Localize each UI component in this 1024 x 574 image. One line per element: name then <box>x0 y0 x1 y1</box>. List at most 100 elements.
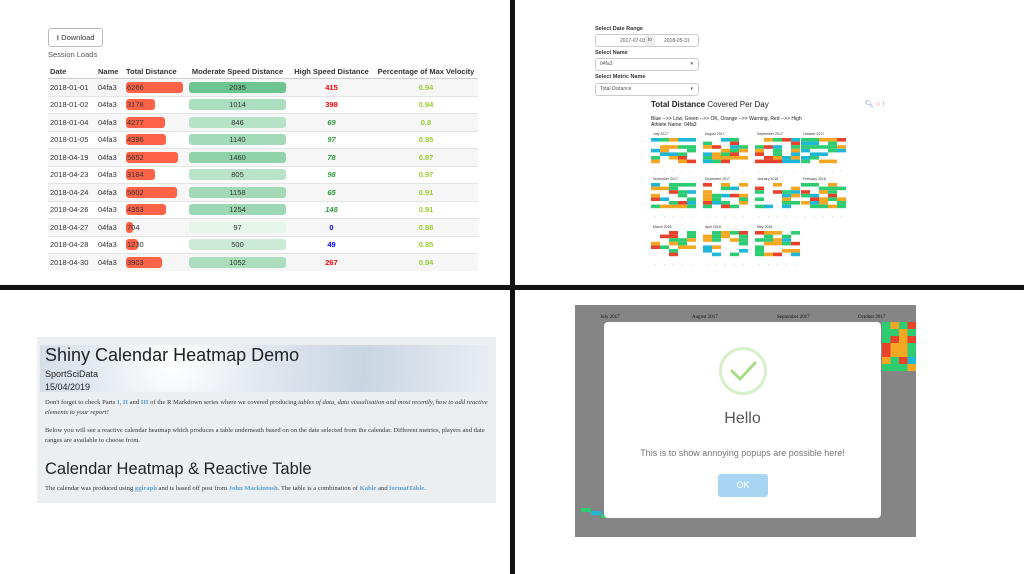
day-cell <box>669 145 678 149</box>
day-cell <box>703 204 712 209</box>
link[interactable]: I <box>116 399 120 406</box>
day-cell <box>712 231 721 235</box>
axis-tick: ‒ <box>830 170 834 174</box>
date-cell: 2018-04-23 <box>48 165 96 184</box>
date-cell: 2018-04-26 <box>48 200 96 219</box>
text: and <box>127 399 141 406</box>
month-label: February 2018 <box>803 177 826 181</box>
percentage-cell: 0.94 <box>374 253 478 271</box>
link[interactable]: John Mackintosh <box>228 485 278 492</box>
link[interactable]: Kable <box>359 485 377 492</box>
link[interactable]: III <box>140 399 149 406</box>
table-row: 2018-01-04 04fa3 4277 846 69 0.8 <box>48 113 478 131</box>
link[interactable]: ggiraph <box>134 485 157 492</box>
day-cell <box>828 190 837 194</box>
date-start: 2017-07-03 <box>620 38 646 44</box>
name-cell: 04fa3 <box>96 253 124 271</box>
day-cell <box>764 156 773 160</box>
text: Don't forget to check Parts <box>45 399 117 406</box>
day-cell <box>828 159 837 164</box>
ok-button[interactable]: OK <box>718 474 768 497</box>
day-cell <box>791 231 800 235</box>
day-cell <box>764 204 773 209</box>
day-cell <box>712 252 721 257</box>
day-cell <box>669 231 678 235</box>
day-cell <box>712 156 721 160</box>
moderate-bar: 1052 <box>189 256 286 268</box>
axis-tick: ‒ <box>812 170 816 174</box>
date: 15/04/2019 <box>45 382 91 392</box>
day-cell <box>712 159 721 164</box>
date-range-input[interactable]: 2017-07-03 to 2018-05-31 <box>595 34 699 47</box>
name-cell: 04fa3 <box>96 218 124 236</box>
total-cell: 5652 <box>124 148 186 166</box>
day-cell <box>782 204 791 209</box>
total-bar: 4396 <box>126 134 167 146</box>
caret: ▾ <box>690 61 693 67</box>
modal: Hello This is to show annoying popups ar… <box>604 322 881 518</box>
month-label: April 2018 <box>705 225 721 229</box>
axis-tick: ‒ <box>714 263 718 267</box>
toolbar-icons[interactable]: 🔍︎ ○ ↑ <box>865 101 886 108</box>
moderate-bar: 500 <box>189 239 286 251</box>
total-cell: 3903 <box>124 253 186 271</box>
axis-tick: ‒ <box>766 215 770 219</box>
day-cell <box>819 186 828 191</box>
name-select[interactable]: 04fa3 ▾ <box>595 58 699 71</box>
day-cell <box>791 159 800 164</box>
day-cell <box>755 245 764 249</box>
name-cell: 04fa3 <box>96 235 124 254</box>
day-cell <box>755 252 764 257</box>
moderate-cell: 1254 <box>186 200 289 219</box>
name-cell: 04fa3 <box>96 183 124 201</box>
day-cell <box>687 190 696 194</box>
day-cell <box>703 193 712 198</box>
month-label: January 2018 <box>757 177 778 181</box>
day-cell <box>687 138 696 142</box>
metric-select[interactable]: Total Distance ▾ <box>595 83 699 96</box>
day-cell <box>899 350 908 357</box>
day-cell <box>703 201 712 205</box>
name-label: Select Name <box>595 50 628 56</box>
day-cell <box>837 204 846 209</box>
day-cell <box>678 204 687 209</box>
day-cell <box>890 322 899 329</box>
author: SportSciData <box>45 369 99 379</box>
day-cell <box>907 329 916 336</box>
day-cell <box>755 238 764 242</box>
day-cell <box>828 148 837 153</box>
day-cell <box>739 197 748 201</box>
day-cell <box>899 357 908 364</box>
day-cell <box>828 193 837 198</box>
link[interactable]: II <box>122 399 128 406</box>
month-label: August 2017 <box>705 132 725 136</box>
day-cell <box>669 156 678 160</box>
day-cell <box>837 148 846 153</box>
name-cell: 04fa3 <box>96 130 124 149</box>
day-cell <box>687 145 696 149</box>
moderate-cell: 2035 <box>186 78 289 96</box>
percentage-cell: 0.91 <box>374 200 478 219</box>
day-cell <box>791 141 800 146</box>
day-cell <box>651 204 660 209</box>
download-button[interactable]: ⭳ Download <box>48 28 103 47</box>
section-text: The calendar was produced using ggiraph … <box>45 485 490 492</box>
column-header: Moderate Speed Distance <box>186 64 289 79</box>
day-cell <box>882 357 891 364</box>
axis-tick: ‒ <box>705 263 709 267</box>
metric-label: Select Metric Name <box>595 74 646 80</box>
day-cell <box>703 159 712 164</box>
month-label: September 2017 <box>757 132 783 136</box>
high-speed-cell: 49 <box>289 235 374 254</box>
day-cell <box>890 336 899 343</box>
name-cell: 04fa3 <box>96 95 124 114</box>
month-label: March 2018 <box>653 225 672 229</box>
day-cell <box>810 201 819 205</box>
axis-tick: ‒ <box>714 215 718 219</box>
axis-tick: ‒ <box>662 263 666 267</box>
link[interactable]: formatTable <box>389 485 425 492</box>
day-cell <box>782 201 791 205</box>
total-bar: 5652 <box>126 151 178 163</box>
day-cell <box>651 138 660 142</box>
day-cell <box>801 141 810 146</box>
